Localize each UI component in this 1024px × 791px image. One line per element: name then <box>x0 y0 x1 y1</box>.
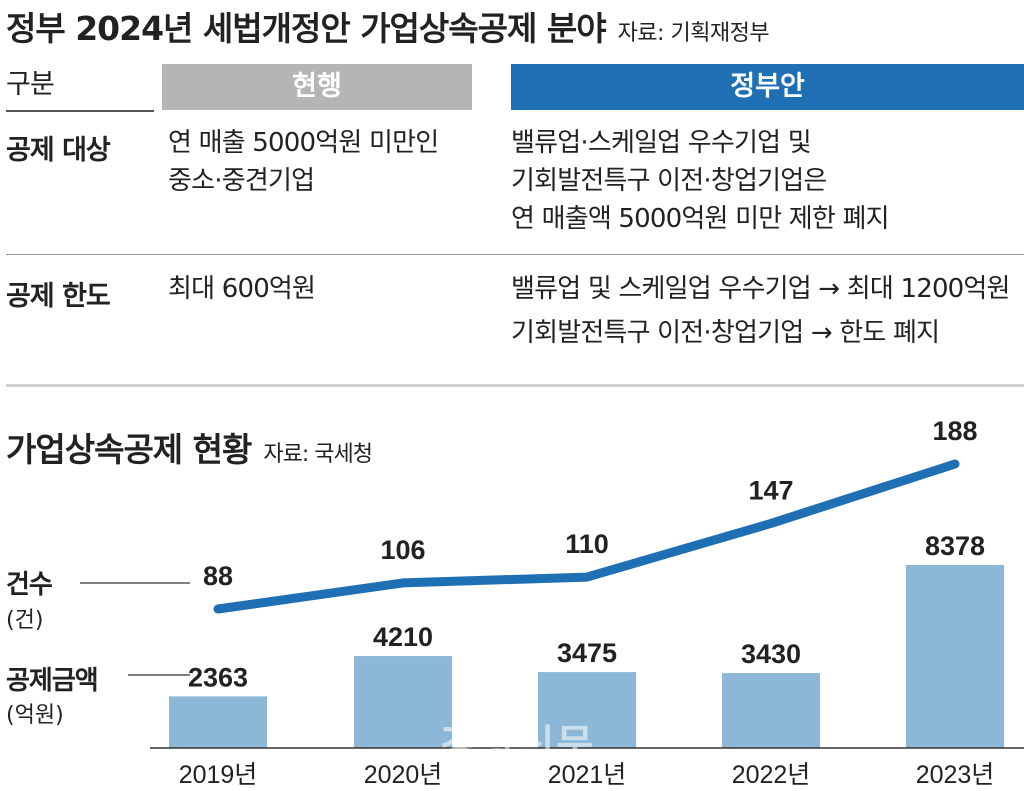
row-target-proposal-line-3: 연 매출액 5000억원 미만 제한 폐지 <box>511 204 890 234</box>
watermark: 경향신문 <box>440 722 596 768</box>
row-limit-current-line-1: 최대 600억원 <box>168 274 316 304</box>
line-value-label: 188 <box>932 416 977 446</box>
bar-value-label: 3475 <box>557 638 617 668</box>
table-header-proposal: 정부안 <box>511 64 1024 110</box>
legend-amount-unit: (억원) <box>6 703 64 728</box>
legend-amount-label: 공제금액 <box>6 666 99 696</box>
x-tick-label: 2019년 <box>179 761 258 789</box>
title-source: 자료: 기획재정부 <box>617 21 770 46</box>
row-target-current-line-1: 연 매출 5000억원 미만인 <box>168 128 439 158</box>
x-tick-label: 2020년 <box>364 761 443 789</box>
chart-section-title: 가업상속공제 현황 자료: 국세청 <box>6 423 373 471</box>
chart-title-text: 가업상속공제 현황 <box>6 430 252 469</box>
bar-2021년 <box>538 672 636 748</box>
bar-value-label: 4210 <box>373 622 433 652</box>
row-divider <box>6 254 1024 255</box>
x-tick-label: 2022년 <box>732 761 811 789</box>
table-header-current: 현행 <box>162 64 472 110</box>
line-value-label: 110 <box>565 529 609 559</box>
table-col-label: 구분 <box>6 69 55 100</box>
x-tick-label: 2023년 <box>916 761 995 789</box>
row-label-limit: 공제 한도 <box>6 281 111 312</box>
line-value-label: 106 <box>380 535 425 565</box>
line-value-label: 88 <box>203 561 233 591</box>
row-target-proposal-line-1: 밸류업·스케일업 우수기업 및 <box>511 128 812 158</box>
count-line <box>213 459 960 614</box>
row-target-proposal-line-2: 기회발전특구 이전·창업기업은 <box>511 166 827 196</box>
title-text: 정부 2024년 세법개정안 가업상속공제 분야 <box>6 9 607 48</box>
row-limit-proposal-line-1: 밸류업 및 스케일업 우수기업 → 최대 1200억원 <box>511 274 1010 304</box>
line-value-label: 147 <box>748 475 793 505</box>
bar-value-label: 2363 <box>188 662 248 692</box>
section-divider <box>6 384 1024 387</box>
chart-source: 자료: 국세청 <box>263 442 373 467</box>
bar-value-label: 3430 <box>741 639 801 669</box>
table-col-label-underline <box>6 110 154 112</box>
bar-value-label: 8378 <box>925 531 985 561</box>
row-label-target: 공제 대상 <box>6 135 111 166</box>
legend-count-unit: (건) <box>6 608 44 633</box>
legend-count-label: 건수 <box>6 570 53 600</box>
page-title: 정부 2024년 세법개정안 가업상속공제 분야 자료: 기획재정부 <box>6 2 770 50</box>
bar-2019년 <box>169 696 267 748</box>
row-limit-proposal-line-2: 기회발전특구 이전·창업기업 → 한도 폐지 <box>511 318 940 348</box>
row-target-current-line-2: 중소·중견기업 <box>168 166 315 196</box>
bar-2022년 <box>722 673 820 748</box>
bar-2023년 <box>906 565 1004 748</box>
x-tick-label: 2021년 <box>548 761 627 789</box>
bar-2020년 <box>354 656 452 748</box>
